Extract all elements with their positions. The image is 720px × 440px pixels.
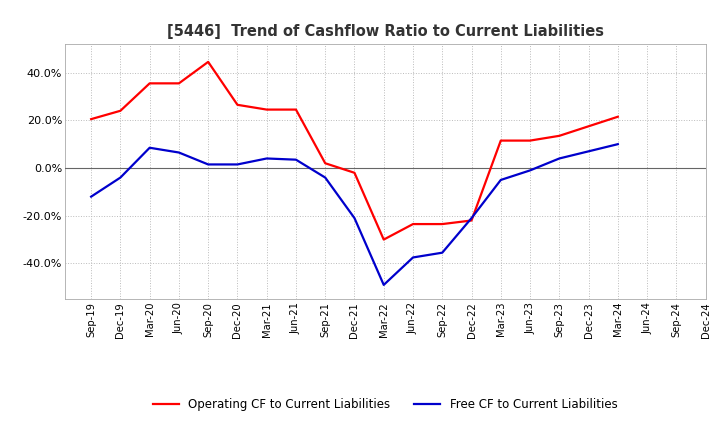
Free CF to Current Liabilities <box>497 177 505 183</box>
Free CF to Current Liabilities <box>467 216 476 221</box>
Operating CF to Current Liabilities <box>87 117 96 122</box>
Free CF to Current Liabilities <box>321 175 330 180</box>
Operating CF to Current Liabilities <box>526 138 534 143</box>
Operating CF to Current Liabilities <box>409 221 418 227</box>
Free CF to Current Liabilities <box>145 145 154 150</box>
Free CF to Current Liabilities <box>555 156 564 161</box>
Free CF to Current Liabilities <box>438 250 446 255</box>
Free CF to Current Liabilities <box>87 194 96 199</box>
Free CF to Current Liabilities <box>526 168 534 173</box>
Operating CF to Current Liabilities <box>613 114 622 119</box>
Legend: Operating CF to Current Liabilities, Free CF to Current Liabilities: Operating CF to Current Liabilities, Fre… <box>153 398 617 411</box>
Operating CF to Current Liabilities <box>262 107 271 112</box>
Operating CF to Current Liabilities <box>204 59 212 65</box>
Operating CF to Current Liabilities <box>292 107 300 112</box>
Free CF to Current Liabilities <box>379 282 388 287</box>
Operating CF to Current Liabilities <box>379 237 388 242</box>
Operating CF to Current Liabilities <box>438 221 446 227</box>
Free CF to Current Liabilities <box>233 162 242 167</box>
Operating CF to Current Liabilities <box>584 124 593 129</box>
Free CF to Current Liabilities <box>409 255 418 260</box>
Free CF to Current Liabilities <box>174 150 183 155</box>
Line: Operating CF to Current Liabilities: Operating CF to Current Liabilities <box>91 62 618 239</box>
Operating CF to Current Liabilities <box>145 81 154 86</box>
Free CF to Current Liabilities <box>584 149 593 154</box>
Operating CF to Current Liabilities <box>497 138 505 143</box>
Free CF to Current Liabilities <box>116 175 125 180</box>
Free CF to Current Liabilities <box>613 142 622 147</box>
Free CF to Current Liabilities <box>292 157 300 162</box>
Title: [5446]  Trend of Cashflow Ratio to Current Liabilities: [5446] Trend of Cashflow Ratio to Curren… <box>167 24 603 39</box>
Operating CF to Current Liabilities <box>174 81 183 86</box>
Operating CF to Current Liabilities <box>116 108 125 114</box>
Free CF to Current Liabilities <box>262 156 271 161</box>
Free CF to Current Liabilities <box>350 216 359 221</box>
Operating CF to Current Liabilities <box>233 102 242 107</box>
Operating CF to Current Liabilities <box>350 170 359 176</box>
Operating CF to Current Liabilities <box>321 161 330 166</box>
Line: Free CF to Current Liabilities: Free CF to Current Liabilities <box>91 144 618 285</box>
Free CF to Current Liabilities <box>204 162 212 167</box>
Operating CF to Current Liabilities <box>467 218 476 223</box>
Operating CF to Current Liabilities <box>555 133 564 139</box>
